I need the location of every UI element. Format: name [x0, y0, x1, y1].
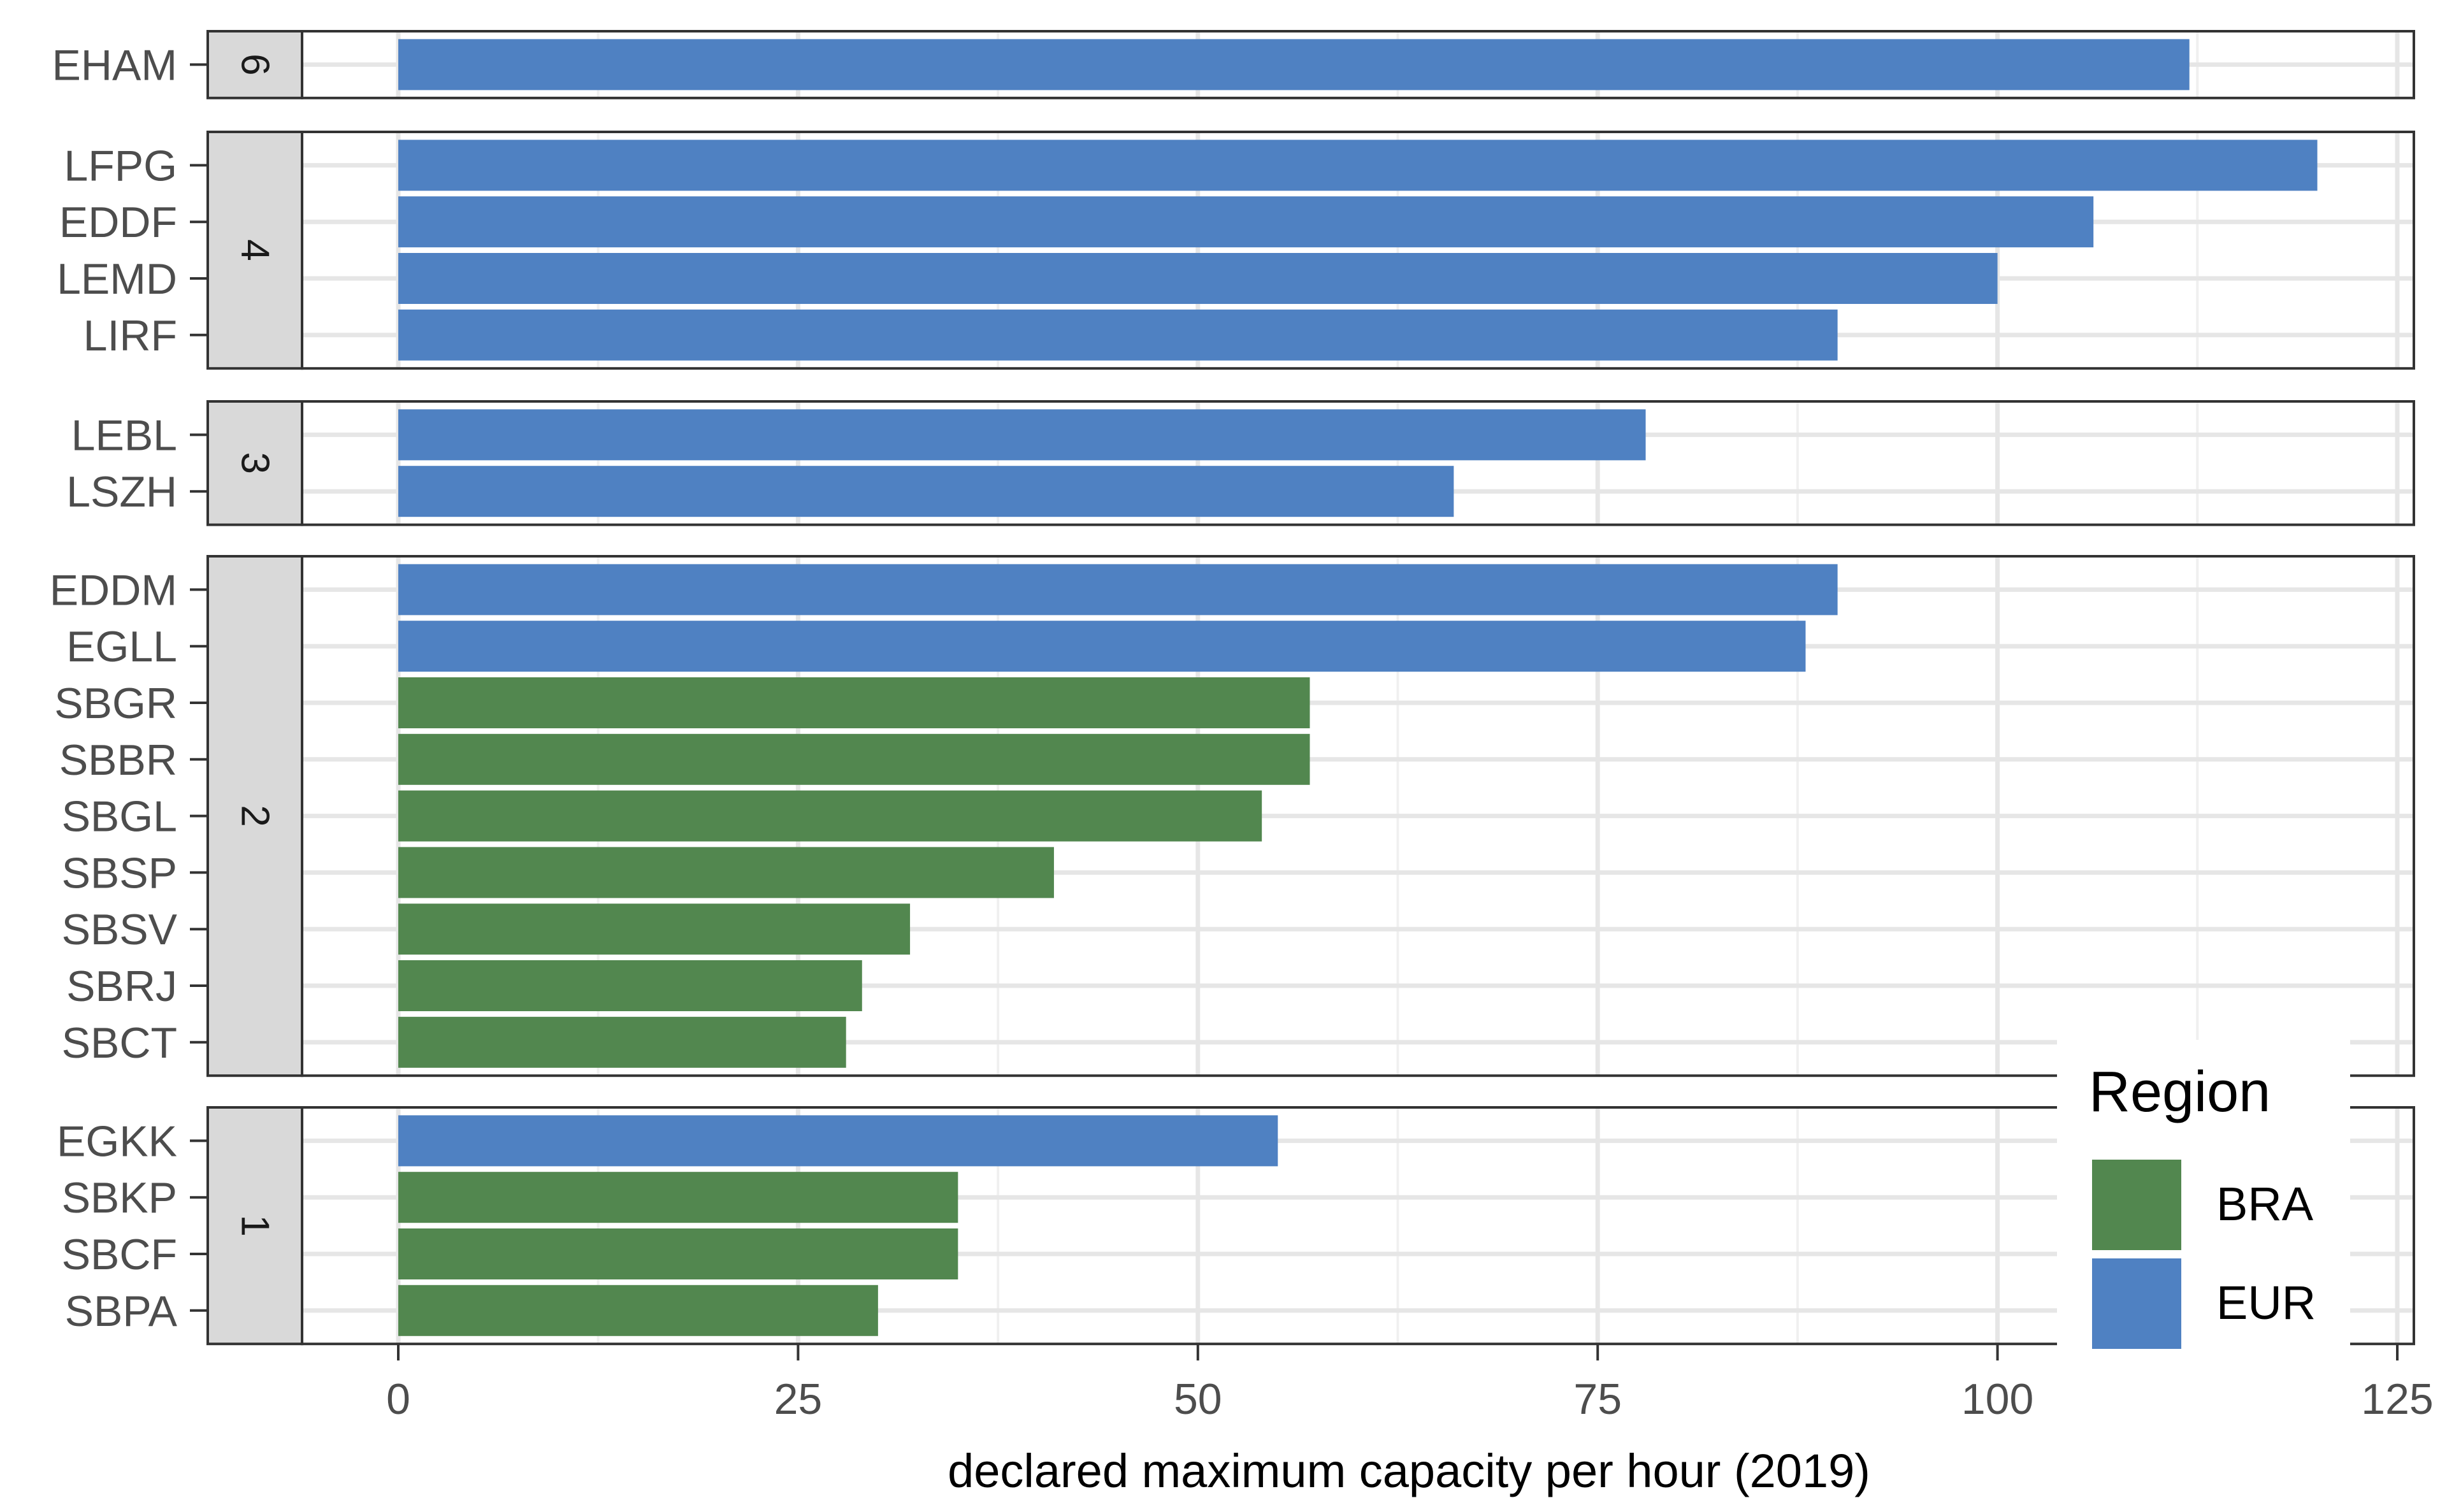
x-axis: 0 25 50 75 100 125: [386, 1344, 2434, 1423]
y-tick-label: SBGL: [62, 793, 177, 841]
bar-sbrj: [398, 960, 862, 1011]
legend: Region BRA EUR: [2057, 1040, 2350, 1358]
legend-key-bra: [2092, 1160, 2181, 1250]
facet-strip: [206, 1106, 303, 1346]
x-tick-label: 25: [774, 1375, 823, 1423]
bar-sbkp: [398, 1172, 958, 1223]
facet-strip: [206, 131, 303, 370]
facet-panel-4: LFPG EDDF LEMD LIRF 4: [57, 131, 2415, 370]
y-tick-label: LFPG: [64, 141, 177, 190]
legend-label: BRA: [2216, 1177, 2314, 1230]
bar-eddm: [398, 564, 1838, 616]
y-tick-label: EHAM: [52, 41, 177, 89]
facet-panel-2: EDDM EGLL SBGR SBBR SBGL SBSP SBSV SBRJ SBCT 2: [50, 555, 2415, 1077]
facet-panel-6: EHAM 6: [52, 30, 2415, 99]
bar-lszh: [398, 466, 1454, 517]
y-tick-label: EDDF: [59, 198, 177, 247]
bar-lfpg: [398, 140, 2318, 191]
x-tick-label: 75: [1573, 1375, 1622, 1423]
facet-strip: [206, 555, 303, 1077]
y-tick-label: SBBR: [59, 736, 177, 784]
y-tick-label: EGKK: [57, 1117, 177, 1165]
panel-border: [301, 131, 2415, 370]
facet-strip: [206, 30, 303, 99]
y-tick-label: SBCT: [62, 1019, 177, 1067]
x-tick-label: 50: [1174, 1375, 1222, 1423]
y-tick-label: SBKP: [62, 1174, 177, 1222]
bar-sbct: [398, 1016, 846, 1068]
bar-egll: [398, 621, 1806, 672]
bar-sbbr: [398, 733, 1310, 785]
y-tick-label: EGLL: [66, 623, 177, 671]
bar-sbgr: [398, 677, 1310, 728]
facet-strip: [206, 400, 303, 526]
panel-border: [301, 30, 2415, 99]
facet-strip-label: 3: [233, 452, 277, 474]
facet-strip-label: 6: [233, 54, 277, 75]
x-tick-label: 0: [386, 1375, 410, 1423]
panel-border: [301, 555, 2415, 1077]
y-tick-label: SBPA: [65, 1287, 178, 1336]
facet-strip-label: 1: [233, 1214, 277, 1236]
y-tick-label: LSZH: [66, 468, 177, 516]
legend-title: Region: [2089, 1060, 2270, 1124]
y-tick-label: LEBL: [71, 411, 177, 459]
bar-lirf: [398, 309, 1838, 361]
legend-key-eur: [2092, 1258, 2181, 1349]
bar-sbsv: [398, 904, 911, 955]
legend-label: EUR: [2216, 1276, 2316, 1329]
x-tick-label: 125: [2361, 1375, 2433, 1423]
y-tick-label: SBCF: [62, 1230, 177, 1279]
y-tick-label: SBRJ: [66, 962, 177, 1011]
facet-panel-3: LEBL LSZH 3: [66, 400, 2415, 526]
facet-strip-label: 2: [233, 805, 277, 826]
y-tick-label: SBSV: [62, 905, 178, 954]
bar-sbpa: [398, 1285, 878, 1336]
y-tick-label: SBSP: [62, 849, 177, 897]
x-axis-title: declared maximum capacity per hour (2019…: [948, 1444, 1870, 1497]
panel-border: [301, 400, 2415, 526]
panel-border: [301, 1106, 2415, 1346]
x-tick-label: 100: [1961, 1375, 2033, 1423]
bar-eham: [398, 39, 2190, 90]
bar-lemd: [398, 253, 1998, 304]
bar-sbsp: [398, 847, 1054, 898]
y-tick-label: SBGR: [54, 679, 177, 728]
bar-egkk: [398, 1115, 1278, 1167]
y-tick-label: EDDM: [50, 566, 177, 614]
y-tick-label: LIRF: [83, 312, 177, 360]
y-tick-label: LEMD: [57, 255, 177, 303]
bar-sbgl: [398, 790, 1262, 842]
bar-sbcf: [398, 1228, 958, 1279]
facet-strip-label: 4: [233, 239, 277, 261]
bar-lebl: [398, 409, 1646, 461]
bar-eddf: [398, 196, 2094, 248]
